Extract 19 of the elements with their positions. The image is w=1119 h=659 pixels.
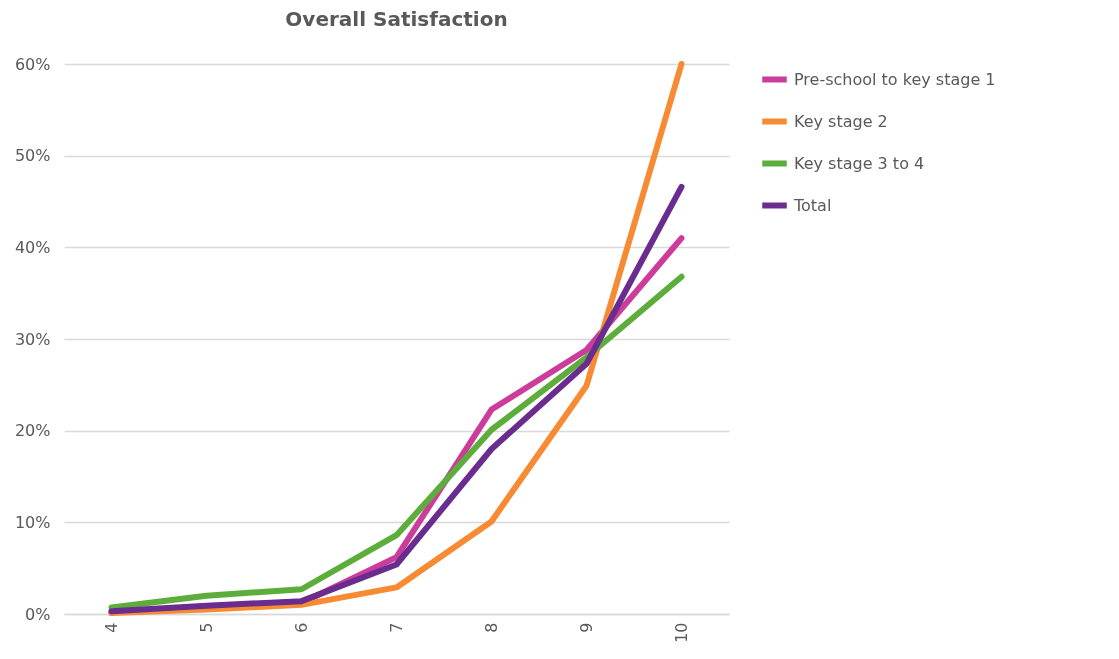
x-tick-label: 7: [387, 622, 406, 633]
x-tick-label: 9: [577, 622, 596, 633]
legend-label: Key stage 2: [794, 111, 888, 131]
x-tick-label: 6: [292, 622, 311, 633]
y-tick-label: 40%: [14, 237, 51, 257]
legend-label: Total: [793, 195, 832, 215]
legend-label: Key stage 3 to 4: [794, 153, 925, 173]
x-tick-label: 10: [672, 622, 691, 643]
y-tick-label: 20%: [14, 421, 51, 441]
y-tick-label: 30%: [14, 329, 51, 349]
y-tick-label: 50%: [14, 146, 51, 166]
y-tick-label: 0%: [25, 604, 51, 624]
y-tick-label: 10%: [14, 512, 51, 532]
x-tick-label: 5: [197, 622, 216, 633]
chart-title: Overall Satisfaction: [285, 7, 508, 31]
legend-label: Pre-school to key stage 1: [794, 69, 996, 89]
y-tick-label: 60%: [14, 54, 51, 74]
x-tick-label: 4: [102, 622, 121, 633]
x-tick-label: 8: [482, 622, 501, 633]
